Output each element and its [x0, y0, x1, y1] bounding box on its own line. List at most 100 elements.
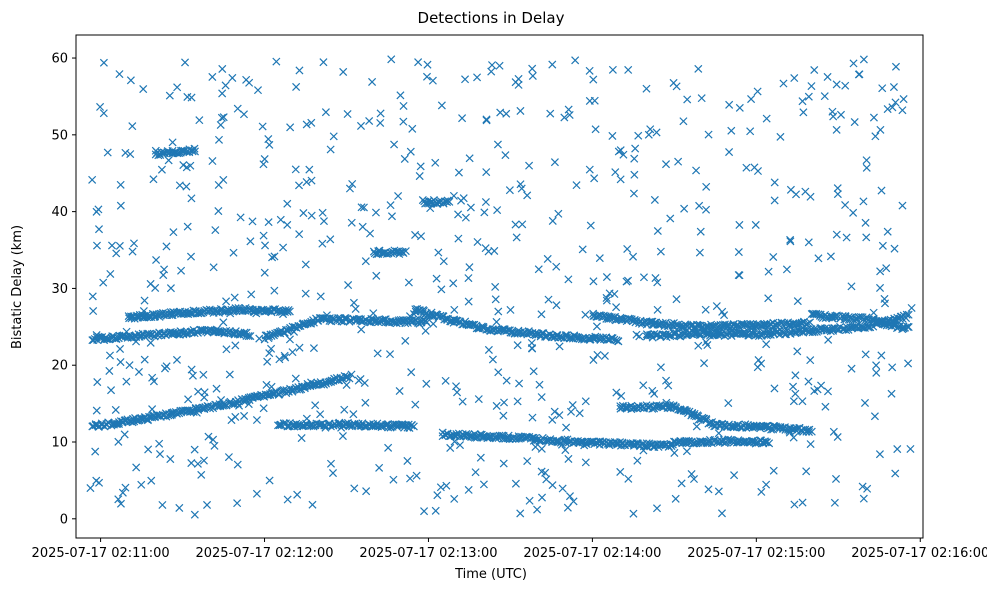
data-point [482, 168, 491, 177]
data-point [347, 370, 356, 379]
data-point [836, 110, 846, 119]
data-point [687, 470, 696, 479]
data-point [107, 241, 117, 250]
data-point [283, 220, 292, 229]
data-point [116, 499, 125, 508]
data-point [747, 436, 756, 445]
data-point [276, 215, 285, 224]
data-point [94, 205, 103, 214]
data-point [890, 244, 899, 253]
data-point [356, 121, 366, 130]
data-point [208, 157, 217, 166]
data-point [199, 456, 208, 465]
data-point [195, 116, 204, 125]
data-point [308, 500, 317, 509]
data-point [183, 222, 192, 231]
data-point [122, 377, 131, 386]
data-point [904, 310, 913, 319]
data-point [126, 76, 135, 85]
data-point [307, 118, 316, 127]
data-point [409, 310, 419, 319]
data-point [464, 297, 473, 306]
data-point [118, 331, 127, 340]
data-point [426, 204, 435, 213]
data-point [359, 203, 368, 212]
data-point [666, 214, 675, 223]
data-point [177, 266, 186, 275]
data-point [548, 481, 557, 490]
data-point [511, 220, 520, 229]
data-point [184, 395, 193, 404]
data-point [369, 309, 378, 318]
data-point [219, 113, 228, 122]
data-point [644, 130, 653, 139]
data-points [86, 55, 916, 519]
y-tick-label: 40 [51, 205, 68, 220]
data-point [639, 273, 648, 282]
x-tick-label: 2025-07-17 02:14:00 [523, 546, 661, 561]
y-tick-label: 10 [51, 436, 68, 451]
data-point [450, 494, 459, 503]
data-point [689, 474, 699, 484]
data-point [166, 455, 175, 464]
data-point [295, 66, 304, 75]
data-point [654, 320, 663, 329]
data-point [345, 374, 354, 383]
data-point [790, 74, 799, 83]
data-point [792, 424, 802, 433]
data-point [623, 244, 632, 254]
data-point [672, 295, 681, 304]
data-point [173, 83, 182, 92]
data-point [491, 295, 500, 304]
data-point [842, 326, 851, 335]
data-point [461, 75, 470, 84]
data-point [589, 75, 598, 84]
data-point [493, 140, 502, 149]
data-point [252, 415, 261, 425]
data-point [765, 439, 774, 448]
data-point [408, 124, 417, 133]
data-point [362, 487, 371, 496]
data-point [480, 208, 489, 217]
data-point [218, 64, 227, 73]
data-point [295, 343, 304, 352]
data-point [139, 85, 148, 94]
data-point [568, 401, 577, 410]
data-point [734, 271, 743, 280]
data-point [357, 203, 366, 212]
data-point [829, 427, 838, 436]
data-point [878, 84, 887, 93]
data-point [376, 118, 385, 128]
data-point [661, 160, 671, 169]
data-point [437, 285, 446, 294]
data-point [523, 191, 532, 200]
data-point [357, 325, 366, 334]
data-point [267, 382, 276, 391]
data-point [804, 238, 813, 247]
y-tick-label: 30 [51, 282, 68, 297]
data-point [389, 475, 398, 484]
data-point [189, 306, 198, 315]
plot-frame [75, 34, 924, 539]
data-point [610, 289, 619, 299]
data-point [842, 233, 851, 242]
data-point [495, 61, 504, 70]
data-point [616, 175, 625, 184]
data-point [694, 64, 703, 73]
data-point [493, 206, 502, 215]
data-point [351, 304, 360, 313]
data-point [190, 147, 200, 156]
data-point [513, 397, 522, 406]
data-point [329, 132, 338, 141]
data-point [680, 204, 689, 213]
data-point [436, 483, 445, 492]
data-point [322, 379, 331, 388]
data-point [541, 436, 550, 445]
data-point [517, 184, 526, 193]
data-point [102, 335, 111, 344]
data-point [318, 208, 327, 217]
data-point [149, 377, 158, 386]
data-point [747, 95, 756, 104]
data-point [656, 363, 665, 372]
